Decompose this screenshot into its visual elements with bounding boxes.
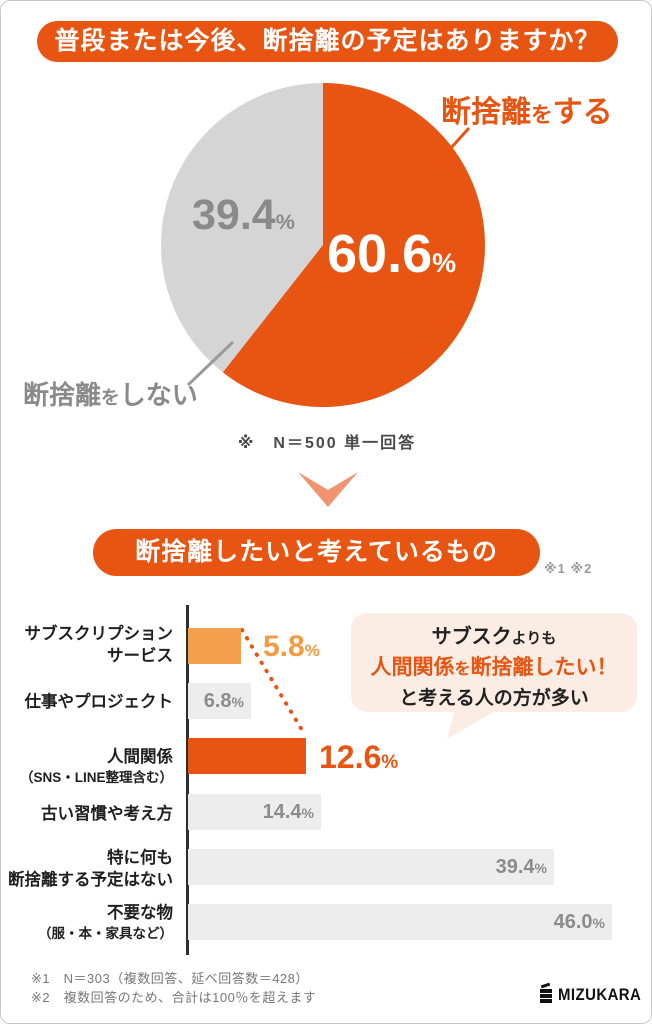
bar-label-habits: 古い習慣や考え方 <box>41 805 173 823</box>
bar-relationships <box>188 738 306 774</box>
banner-footnote-refs: ※1 ※2 <box>544 561 593 576</box>
percent-sign: % <box>432 248 457 278</box>
pie-label-yes: 断捨離をする <box>441 96 613 129</box>
percent-sign: % <box>275 210 295 234</box>
pie-sample-note: ※ N＝500 単一回答 <box>237 435 417 452</box>
bar-label-none: 特に何も 断捨離する予定はない <box>8 849 173 889</box>
bar-value-subscription: 5.8% <box>263 630 320 663</box>
callout-line3: と考える人の方が多い <box>399 688 589 709</box>
pie-slice-yes <box>222 83 485 407</box>
footnote-1: ※1 N＝303（複数回答、延べ回答数＝428） <box>31 971 309 986</box>
pie-chart <box>161 83 485 407</box>
dotted-connector-line <box>240 628 307 737</box>
question1-banner: 普段または今後、断捨離の予定はありますか？ <box>37 21 618 62</box>
mizukara-logo-icon <box>540 982 555 1005</box>
pie-leader-line-yes <box>430 126 471 171</box>
bar-label-things: 不要な物 （服・本・家具など） <box>38 904 173 941</box>
bar-value: 46.0% <box>553 911 605 933</box>
bar-label-work: 仕事やプロジェクト <box>24 693 174 711</box>
callout-bubble: サブスクよりも 人間関係を断捨離したい！ と考える人の方が多い <box>351 613 637 712</box>
bar-label-relationships: 人間関係 （SNS・LINE整理含む） <box>19 748 173 785</box>
bar-value: 6.8% <box>203 690 244 712</box>
pie-value-no: 39.4% <box>192 191 295 239</box>
bar-none: 39.4% <box>188 849 554 885</box>
question2-banner: 断捨離したいと考えているもの <box>93 529 540 576</box>
down-arrow-icon <box>298 472 358 507</box>
bar-label-subscription: サブスクリプション サービス <box>24 625 174 665</box>
bar-habits: 14.4% <box>188 794 321 830</box>
callout-tail <box>447 706 504 739</box>
pie-leader-line-no <box>186 340 235 387</box>
bar-subscription <box>188 628 241 664</box>
pie-label-no: 断捨離をしない <box>23 380 198 410</box>
bar-work: 6.8% <box>188 683 251 719</box>
footnote-2: ※2 複数回答のため、合計は100％を超えます <box>31 990 317 1005</box>
mizukara-logo-text: MIZUKARA <box>558 984 642 1004</box>
bar-value: 39.4% <box>495 856 547 878</box>
bar-value-relationships: 12.6% <box>319 739 399 775</box>
callout-line1: サブスクよりも <box>431 626 557 648</box>
mizukara-logo: MIZUKARA <box>540 982 651 1005</box>
callout-line2: 人間関係を断捨離したい！ <box>370 656 618 679</box>
bar-things: 46.0% <box>188 904 612 940</box>
footnotes: ※1 N＝303（複数回答、延べ回答数＝428） ※2 複数回答のため、合計は1… <box>31 969 316 1007</box>
pie-value-yes: 60.6% <box>327 224 457 284</box>
bar-chart-axis <box>186 605 189 955</box>
bar-value: 14.4% <box>262 801 314 823</box>
